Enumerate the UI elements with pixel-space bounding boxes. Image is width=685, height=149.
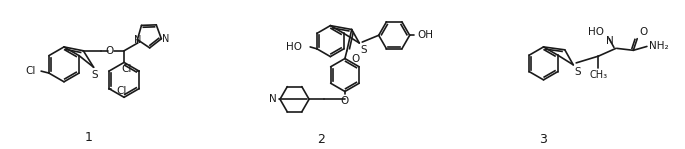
Text: 1: 1 (84, 131, 92, 143)
Text: HO: HO (588, 27, 604, 37)
Text: N: N (134, 35, 141, 45)
Text: O: O (639, 27, 647, 37)
Text: Cl: Cl (116, 86, 127, 97)
Text: NH₂: NH₂ (649, 41, 669, 51)
Text: O: O (105, 46, 114, 56)
Text: O: O (341, 96, 349, 106)
Text: OH: OH (417, 30, 434, 40)
Text: S: S (574, 67, 581, 77)
Text: Cl: Cl (25, 66, 36, 76)
Text: N: N (269, 94, 277, 104)
Text: CH₃: CH₃ (589, 70, 608, 80)
Text: S: S (360, 45, 367, 55)
Text: 3: 3 (540, 133, 547, 146)
Text: HO: HO (286, 42, 303, 52)
Text: Cl: Cl (121, 64, 132, 74)
Text: 2: 2 (316, 133, 325, 146)
Text: N: N (162, 34, 170, 44)
Text: N: N (606, 37, 614, 46)
Text: O: O (351, 54, 360, 64)
Text: S: S (91, 70, 98, 80)
